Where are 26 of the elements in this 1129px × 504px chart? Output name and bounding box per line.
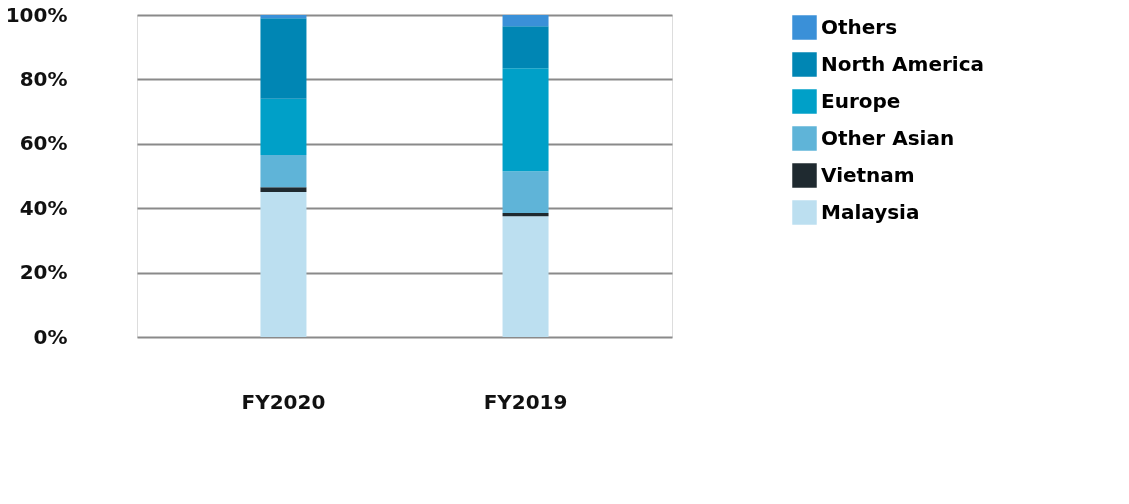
- legend-label: Malaysia: [821, 199, 920, 224]
- legend-label: Europe: [821, 88, 901, 113]
- bar: [260, 187, 307, 193]
- bar: [260, 18, 307, 99]
- x-tick-label: FY2020: [241, 389, 326, 414]
- bar: [502, 26, 549, 69]
- y-tick-label: 60%: [19, 131, 68, 156]
- y-tick-label: 40%: [19, 195, 68, 220]
- y-tick-label: 0%: [33, 324, 68, 349]
- y-tick-label: 80%: [19, 66, 68, 91]
- bar: [260, 98, 307, 156]
- legend-label: Others: [821, 14, 898, 39]
- y-tick-label: 20%: [19, 260, 68, 285]
- bar: [502, 216, 549, 337]
- legend-label: Vietnam: [821, 162, 915, 187]
- bar: [502, 15, 549, 27]
- bar: [260, 15, 307, 19]
- legend-label: Other Asian: [821, 125, 955, 150]
- y-tick-label: 100%: [5, 2, 68, 27]
- bar: [502, 213, 549, 217]
- bar: [260, 192, 307, 337]
- bar: [502, 68, 549, 172]
- x-tick-label: FY2019: [483, 389, 568, 414]
- bar: [260, 155, 307, 188]
- legend-label: North America: [821, 51, 985, 76]
- bar: [502, 171, 549, 214]
